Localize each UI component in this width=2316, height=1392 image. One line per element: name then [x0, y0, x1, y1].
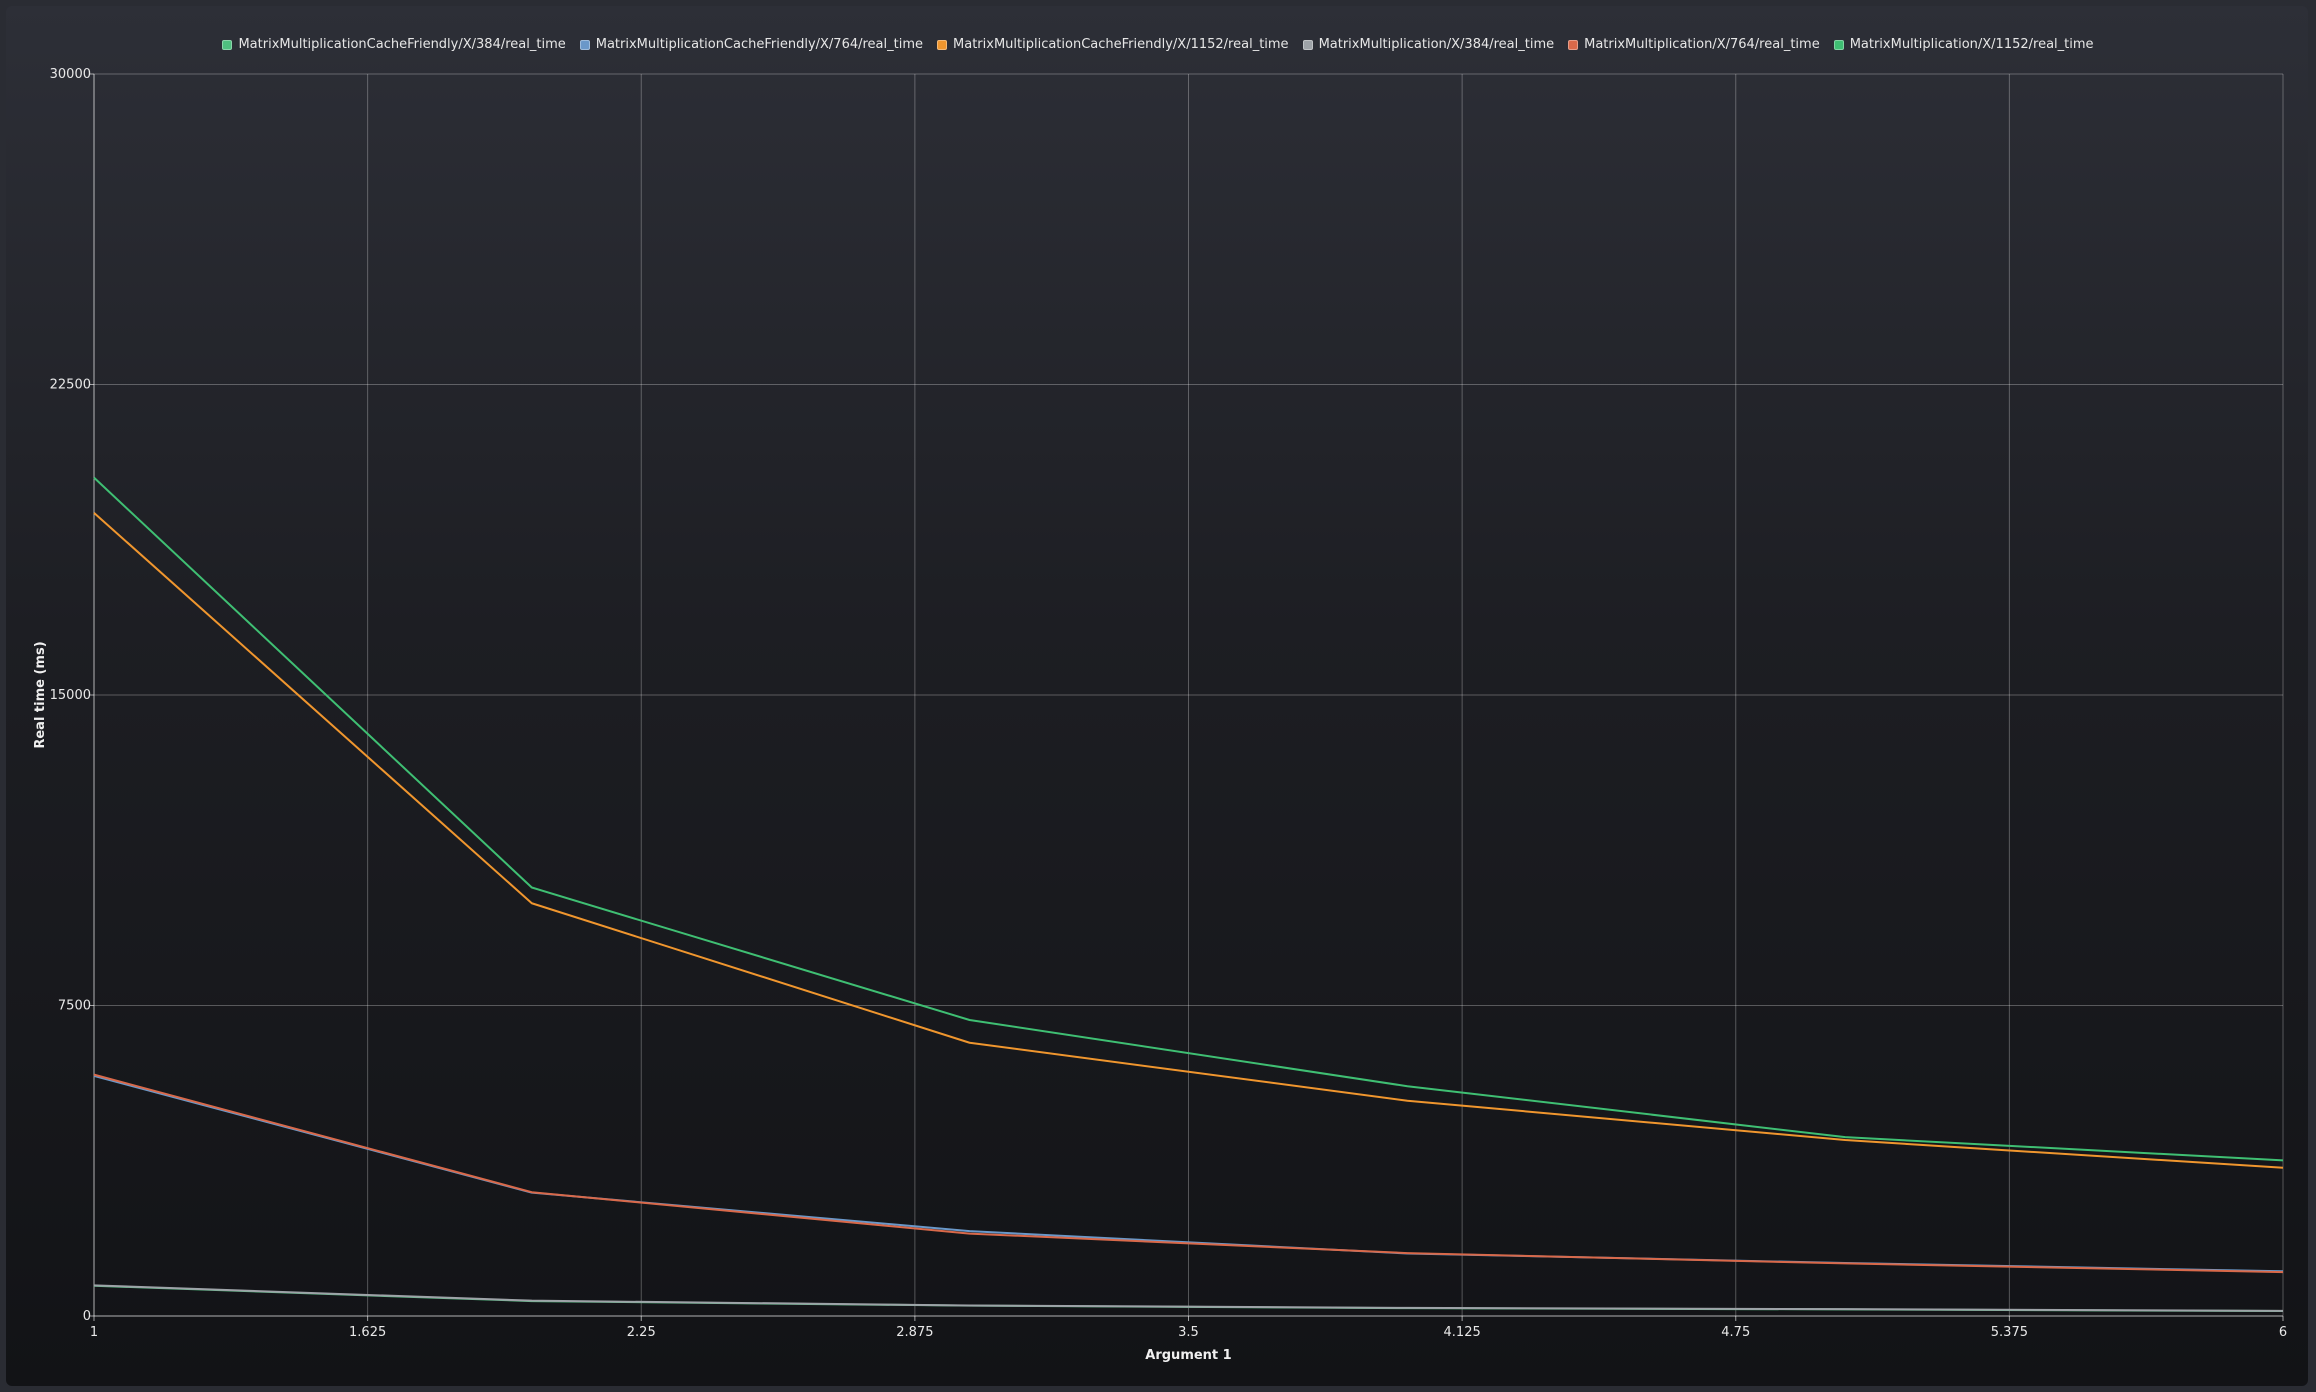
- legend-swatch: [1568, 39, 1579, 50]
- y-tick-label: 0: [83, 1309, 91, 1324]
- chart-frame: [6, 6, 2308, 1386]
- x-tick-label: 1.625: [349, 1325, 386, 1340]
- legend-label: MatrixMultiplicationCacheFriendly/X/384/…: [238, 37, 566, 52]
- y-axis-label: Real time (ms): [33, 641, 48, 748]
- legend-swatch: [937, 39, 948, 50]
- legend-label: MatrixMultiplication/X/1152/real_time: [1849, 37, 2094, 52]
- legend-item[interactable]: MatrixMultiplication/X/764/real_time: [1568, 37, 1820, 52]
- legend-item[interactable]: MatrixMultiplication/X/384/real_time: [1302, 37, 1555, 52]
- series-line-4: [93, 1284, 2284, 1312]
- legend-item[interactable]: MatrixMultiplication/X/1152/real_time: [1833, 37, 2094, 52]
- x-tick-label: 6: [2279, 1325, 2287, 1340]
- series-line-6: [93, 476, 2284, 1162]
- x-tick-label: 4.125: [1444, 1325, 1481, 1340]
- legend-item[interactable]: MatrixMultiplicationCacheFriendly/X/384/…: [222, 37, 566, 52]
- legend-label: MatrixMultiplicationCacheFriendly/X/764/…: [595, 37, 924, 52]
- legend-swatch: [222, 39, 233, 50]
- y-tick-label: 15000: [50, 688, 91, 703]
- legend-label: MatrixMultiplication/X/764/real_time: [1584, 37, 1820, 52]
- legend-label: MatrixMultiplicationCacheFriendly/X/1152…: [953, 37, 1289, 52]
- x-tick-label: 4.75: [1721, 1325, 1750, 1340]
- x-tick-label: 2.25: [627, 1325, 656, 1340]
- x-tick-label: 5.375: [1991, 1325, 2028, 1340]
- y-tick-label: 22500: [50, 378, 91, 393]
- x-axis-label: Argument 1: [1145, 1348, 1231, 1363]
- y-tick-label: 7500: [58, 999, 91, 1014]
- legend-label: MatrixMultiplication/X/384/real_time: [1318, 37, 1555, 52]
- x-tick-label: 3.5: [1178, 1325, 1199, 1340]
- legend-swatch: [1302, 39, 1313, 50]
- legend-item[interactable]: MatrixMultiplicationCacheFriendly/X/764/…: [579, 37, 924, 52]
- series-line-3: [93, 512, 2284, 1169]
- legend: MatrixMultiplicationCacheFriendly/X/384/…: [0, 37, 2316, 52]
- legend-swatch: [1833, 39, 1844, 50]
- legend-item[interactable]: MatrixMultiplicationCacheFriendly/X/1152…: [937, 37, 1289, 52]
- y-tick-label: 30000: [50, 67, 91, 82]
- x-tick-label: 1: [90, 1325, 98, 1340]
- series-line-5: [93, 1073, 2284, 1274]
- legend-swatch: [579, 39, 590, 50]
- x-tick-label: 2.875: [896, 1325, 933, 1340]
